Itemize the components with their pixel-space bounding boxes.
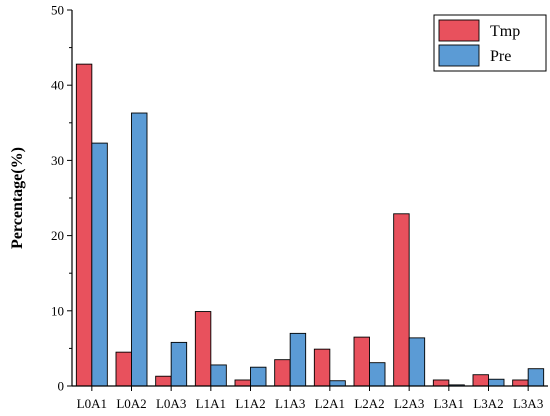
bar-pre-l0a2 bbox=[131, 112, 148, 387]
y-tick-label: 40 bbox=[51, 78, 64, 93]
bar-pre-l1a3 bbox=[289, 332, 307, 387]
x-tick-label-l3a2: L3A2 bbox=[473, 396, 503, 411]
x-tick-label-l2a2: L2A2 bbox=[354, 396, 384, 411]
bar-pre-l2a1 bbox=[329, 380, 346, 387]
x-tick-label-l2a3: L2A3 bbox=[394, 396, 424, 411]
y-tick-label: 10 bbox=[51, 303, 64, 318]
bar-tmp-l2a2 bbox=[353, 336, 370, 387]
bar-pre-l3a2 bbox=[488, 378, 505, 387]
legend-label-tmp: Tmp bbox=[490, 23, 520, 40]
bar-pre-l0a3 bbox=[170, 341, 188, 387]
bar-pre-l3a3 bbox=[527, 368, 545, 387]
bar-tmp-l3a2 bbox=[472, 374, 489, 387]
bar-tmp-l0a1 bbox=[75, 63, 93, 387]
legend-swatch-pre bbox=[438, 44, 480, 67]
bar-tmp-l2a1 bbox=[313, 348, 331, 387]
bar-pre-l2a3 bbox=[408, 337, 426, 387]
y-tick-label: 20 bbox=[51, 228, 64, 243]
legend-swatch-tmp bbox=[438, 19, 480, 42]
y-tick-label: 0 bbox=[58, 379, 65, 394]
bar-tmp-l1a1 bbox=[194, 311, 212, 387]
bar-tmp-l1a3 bbox=[274, 359, 291, 387]
legend-label-pre: Pre bbox=[490, 48, 511, 65]
bar-tmp-l3a1 bbox=[432, 379, 450, 387]
bar-tmp-l0a2 bbox=[115, 351, 132, 387]
x-tick-label-l0a2: L0A2 bbox=[116, 396, 146, 411]
bars-layer bbox=[75, 63, 545, 387]
bar-pre-l0a1 bbox=[91, 142, 108, 387]
y-tick-label: 30 bbox=[51, 153, 64, 168]
bar-tmp-l2a3 bbox=[393, 213, 410, 387]
y-axis-title: Percentage(%) bbox=[9, 147, 26, 249]
x-tick-label-l3a1: L3A1 bbox=[434, 396, 464, 411]
bar-pre-l2a2 bbox=[369, 362, 386, 387]
bar-tmp-l3a3 bbox=[512, 379, 529, 387]
x-tick-label-l1a2: L1A2 bbox=[235, 396, 265, 411]
x-tick-label-l1a1: L1A1 bbox=[196, 396, 226, 411]
x-tick-label-l0a1: L0A1 bbox=[77, 396, 107, 411]
bar-tmp-l0a3 bbox=[155, 375, 172, 387]
ticks-layer: 0 10 20 30 40 50 L0A1 L0A2 L0A3 L1A1 L1A2 L1A3 L2A1 L… bbox=[51, 3, 543, 412]
bar-pre-l1a2 bbox=[250, 366, 267, 387]
bar-pre-l1a1 bbox=[210, 364, 227, 387]
x-tick-label-l3a3: L3A3 bbox=[513, 396, 543, 411]
x-tick-label-l2a1: L2A1 bbox=[315, 396, 345, 411]
x-tick-label-l0a3: L0A3 bbox=[156, 396, 186, 411]
y-tick-label: 50 bbox=[51, 3, 64, 18]
bar-tmp-l1a2 bbox=[234, 379, 251, 387]
legend: Tmp Pre bbox=[433, 14, 547, 72]
x-tick-label-l1a3: L1A3 bbox=[275, 396, 305, 411]
